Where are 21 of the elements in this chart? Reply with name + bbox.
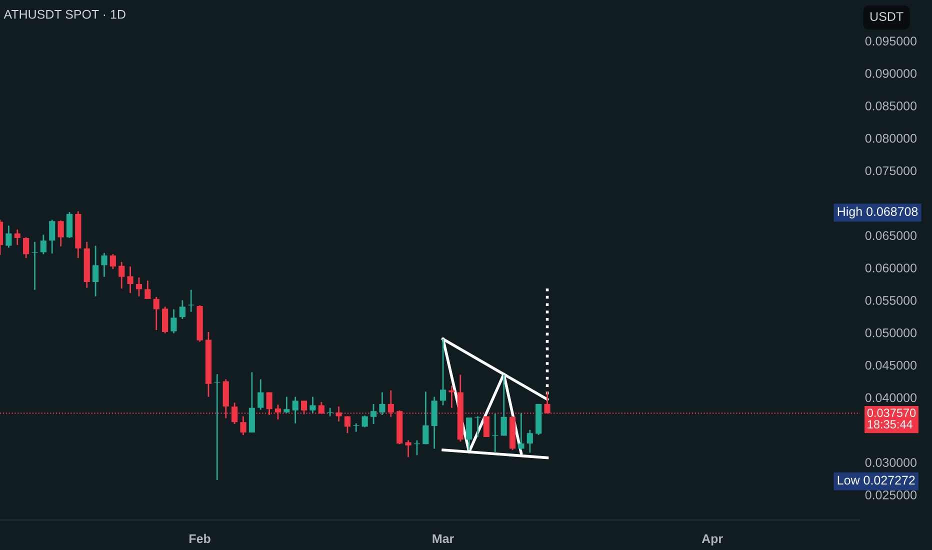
y-tick-label: 0.085000	[865, 101, 917, 110]
y-tick-label: 0.065000	[865, 231, 917, 240]
y-tick-label: 0.045000	[865, 360, 917, 370]
y-tick-label: 0.080000	[865, 134, 917, 143]
y-tick-label: 0.050000	[865, 328, 917, 338]
text: USDT	[870, 12, 904, 21]
text: ATHUSDT SPOT · 1D	[4, 10, 126, 19]
y-tick-label: 0.060000	[865, 264, 917, 272]
y-tick-label: 0.040000	[865, 393, 917, 402]
y-tick-label: 0.075000	[865, 166, 917, 176]
x-tick-label: Apr	[702, 534, 723, 546]
y-tick-label: 0.025000	[865, 490, 917, 500]
x-tick-label: Mar	[432, 534, 454, 544]
y-tick-label: High 0.068708	[838, 206, 918, 218]
y-tick-label: 0.095000	[865, 36, 917, 46]
y-tick-label: 0.030000	[865, 458, 917, 467]
ref-line-label: 0.037570 18:35:44	[867, 408, 916, 428]
y-tick-label: Low 0.027272	[838, 476, 915, 485]
y-tick-label: 0.055000	[865, 296, 917, 305]
x-tick-label: Feb	[190, 534, 210, 544]
y-tick-label: 0.090000	[865, 69, 917, 78]
